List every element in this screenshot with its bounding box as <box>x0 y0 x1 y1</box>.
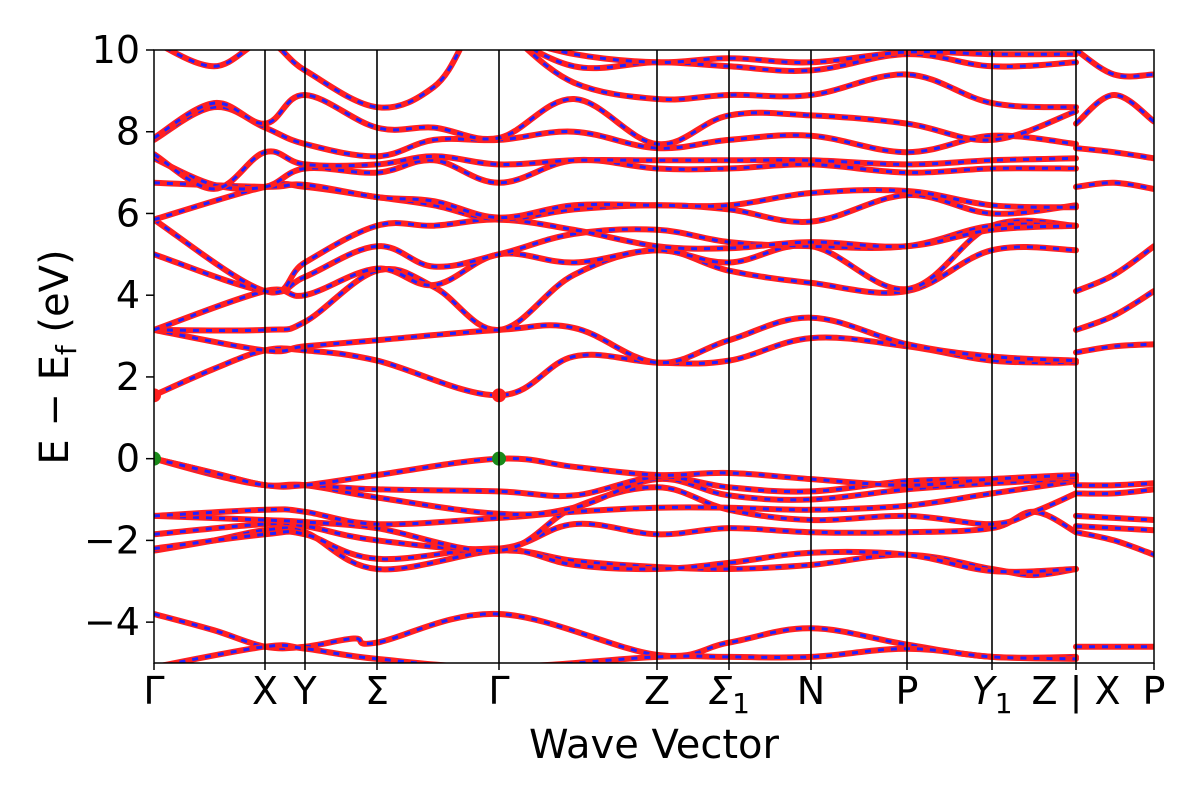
kpoint-label-11: P <box>1143 669 1166 713</box>
band-lines <box>154 50 1154 663</box>
kpoint-label-6: Σ1 <box>708 669 750 720</box>
band-line-26 <box>1073 91 1154 127</box>
kpoint-label-10: Z | X <box>1031 669 1120 714</box>
band-overlay-25 <box>549 50 1077 64</box>
high-symmetry-lines <box>264 50 1077 663</box>
band-overlay-29 <box>1075 244 1154 293</box>
band-overlay-31 <box>1075 342 1154 354</box>
kpoint-label-0: Γ <box>143 669 164 713</box>
band-line-9 <box>154 455 1079 490</box>
kpoint-label-4: Γ <box>488 669 509 713</box>
band-overlay-1 <box>167 643 1077 663</box>
x-axis-kpoint-labels: Γ X Y Σ Γ Z Σ1 N P Y1 Z | X P <box>143 663 1165 720</box>
band-overlay-35 <box>1075 514 1154 522</box>
band-line-30 <box>1073 288 1154 333</box>
band-line-25 <box>543 50 1079 66</box>
kpoint-label-3: Σ <box>365 669 389 713</box>
y-tick-label-4: 4 <box>116 273 140 317</box>
band-overlay-23 <box>530 50 1077 73</box>
y-tick-label-0: −4 <box>84 600 140 644</box>
band-line-3 <box>154 528 1079 575</box>
y-tick-label-3: 2 <box>116 355 140 399</box>
cbm-marker-0 <box>154 388 161 403</box>
x-axis-title: Wave Vector <box>529 722 780 768</box>
band-overlay-5 <box>154 485 1077 553</box>
y-tick-label-1: −2 <box>84 518 140 562</box>
band-line-12 <box>154 243 1079 334</box>
kpoint-label-7: N <box>797 669 825 713</box>
band-overlay-34 <box>1075 487 1154 496</box>
band-overlay-33 <box>1075 481 1154 487</box>
kpoint-label-5: Z <box>644 669 670 713</box>
kpoint-label-9: Y1 <box>971 669 1012 720</box>
y-axis-title-main: E − E <box>32 355 78 465</box>
y-axis-title: E − Ef (eV) <box>32 249 83 464</box>
band-overlay-27 <box>1075 146 1154 160</box>
band-overlay-28 <box>1075 181 1154 191</box>
band-line-32 <box>1073 50 1154 80</box>
kpoint-label-8: P <box>896 669 919 713</box>
band-overlay-36 <box>1075 524 1154 532</box>
band-overlay-4 <box>154 510 1077 551</box>
band-overlay-30 <box>1075 289 1154 332</box>
band-line-1 <box>159 642 1079 663</box>
y-axis-title-sub: f <box>50 344 83 355</box>
band-edge-markers <box>154 388 506 466</box>
vbm-marker-2 <box>154 451 161 466</box>
band-line-37 <box>1073 529 1154 558</box>
band-line-2 <box>154 525 1079 579</box>
y-tick-label-6: 8 <box>116 110 140 154</box>
band-line-11 <box>154 314 1079 366</box>
y-axis-title-unit: (eV) <box>32 249 78 345</box>
band-overlay-3 <box>154 530 1077 574</box>
band-overlay-7 <box>154 457 1077 517</box>
y-tick-label-5: 6 <box>116 191 140 235</box>
y-tick-label-7: 10 <box>92 28 140 72</box>
band-overlay-24 <box>525 50 1077 109</box>
plot-frame <box>153 49 1155 664</box>
band-line-29 <box>1073 243 1154 295</box>
y-axis-ticks: −4 −2 0 2 4 6 8 10 <box>84 28 154 644</box>
y-tick-label-2: 0 <box>116 437 140 481</box>
kpoint-label-1: X <box>252 669 278 713</box>
kpoint-label-2: Y <box>292 669 317 713</box>
band-overlay-6 <box>154 479 1077 526</box>
band-line-21 <box>154 91 1079 148</box>
